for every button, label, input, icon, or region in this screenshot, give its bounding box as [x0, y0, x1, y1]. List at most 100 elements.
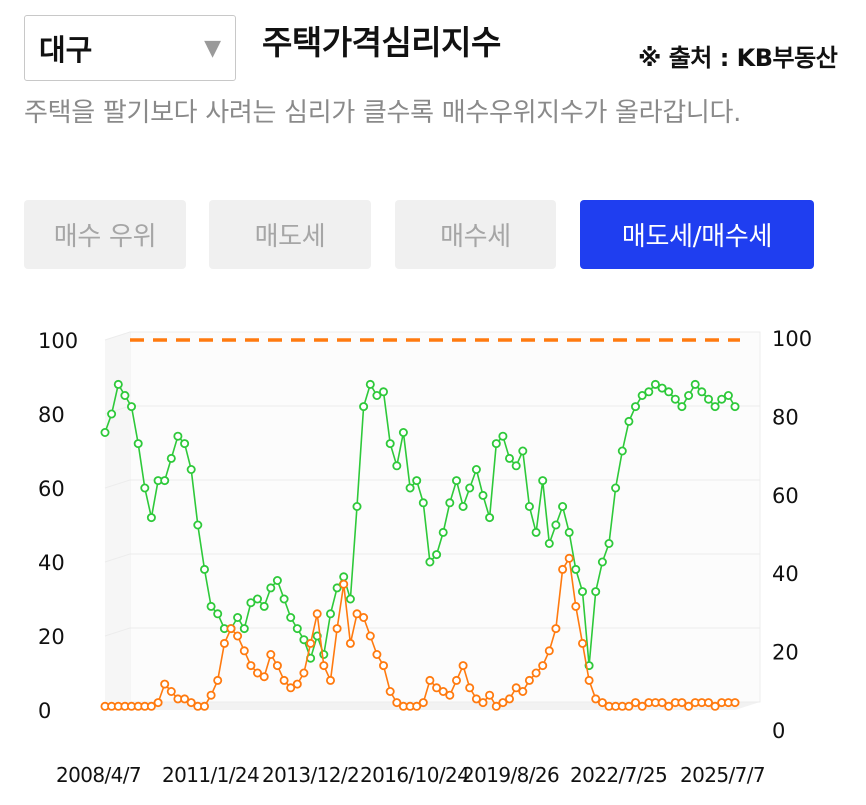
- orange-point: [418, 698, 428, 708]
- y-tick-label-right: 0: [772, 719, 785, 743]
- description: 주택을 팔기보다 사려는 심리가 클수록 매수우위지수가 올라갑니다.: [24, 98, 742, 128]
- orange-point: [578, 638, 588, 648]
- green-point: [657, 383, 667, 393]
- orange-point: [710, 701, 720, 711]
- green-point: [180, 439, 190, 449]
- green-point: [339, 572, 349, 582]
- green-point: [465, 483, 475, 493]
- green-point: [551, 520, 561, 530]
- green-point: [604, 538, 614, 548]
- orange-point: [206, 690, 216, 700]
- orange-point: [597, 698, 607, 708]
- green-point: [259, 601, 269, 611]
- green-point: [239, 624, 249, 634]
- orange-point: [511, 683, 521, 693]
- green-point: [100, 427, 110, 437]
- green-point: [133, 439, 143, 449]
- x-tick-label: 2008/4/7: [56, 763, 141, 787]
- y-tick-label-left: 100: [38, 329, 78, 353]
- orange-point: [186, 698, 196, 708]
- orange-point: [153, 698, 163, 708]
- y-tick-label-left: 20: [38, 625, 65, 649]
- orange-point: [524, 675, 534, 685]
- orange-point: [319, 661, 329, 671]
- orange-point: [252, 668, 262, 678]
- orange-point: [458, 661, 468, 671]
- orange-point: [272, 661, 282, 671]
- green-point: [564, 527, 574, 537]
- orange-point: [345, 638, 355, 648]
- y-tick-label-right: 20: [772, 641, 799, 665]
- orange-point: [657, 698, 667, 708]
- orange-point: [584, 675, 594, 685]
- orange-point: [531, 668, 541, 678]
- green-point: [193, 520, 203, 530]
- green-point: [365, 379, 375, 389]
- green-point: [524, 501, 534, 511]
- grid-line-side: [104, 479, 131, 489]
- green-point: [458, 501, 468, 511]
- green-point: [279, 594, 289, 604]
- tab-buying-trend[interactable]: 매수세: [395, 200, 556, 269]
- orange-point: [564, 553, 574, 563]
- orange-point: [292, 679, 302, 689]
- orange-point: [591, 694, 601, 704]
- green-point: [677, 402, 687, 412]
- orange-point: [624, 701, 634, 711]
- orange-point: [438, 686, 448, 696]
- orange-point: [219, 638, 229, 648]
- grid-line-side: [104, 331, 131, 341]
- orange-point: [491, 701, 501, 711]
- orange-point: [498, 698, 508, 708]
- green-point: [684, 391, 694, 401]
- green-point: [664, 387, 674, 397]
- orange-point: [213, 675, 223, 685]
- green-point: [246, 598, 256, 608]
- tab-selling-buying-trend[interactable]: 매도세/매수세: [580, 200, 814, 269]
- green-point: [578, 587, 588, 597]
- green-point: [418, 498, 428, 508]
- orange-point: [518, 686, 528, 696]
- green-point: [186, 464, 196, 474]
- green-point: [631, 402, 641, 412]
- green-point: [233, 612, 243, 622]
- green-point: [160, 476, 170, 486]
- y-tick-label-left: 40: [38, 551, 65, 575]
- orange-point: [286, 683, 296, 693]
- green-point: [650, 379, 660, 389]
- plot-left-wall: [105, 332, 130, 710]
- green-point: [571, 564, 581, 574]
- orange-point: [332, 624, 342, 634]
- green-point: [471, 464, 481, 474]
- orange-point: [571, 601, 581, 611]
- tab-buyer-dominance[interactable]: 매수 우위: [24, 200, 186, 269]
- green-point: [511, 461, 521, 471]
- green-point: [405, 483, 415, 493]
- green-point: [704, 394, 714, 404]
- green-point: [299, 635, 309, 645]
- green-point: [518, 446, 528, 456]
- green-point: [697, 387, 707, 397]
- tab-selling-trend[interactable]: 매도세: [209, 200, 371, 269]
- orange-point: [325, 675, 335, 685]
- green-point: [617, 446, 627, 456]
- green-point: [558, 501, 568, 511]
- orange-point: [146, 701, 156, 711]
- green-point: [385, 439, 395, 449]
- green-point: [146, 513, 156, 523]
- grid-line-side: [104, 627, 131, 637]
- green-point: [359, 402, 369, 412]
- green-point: [378, 387, 388, 397]
- region-select[interactable]: 대구 ▼: [24, 15, 236, 81]
- green-point: [624, 416, 634, 426]
- plot-floor: [105, 702, 760, 710]
- y-tick-label-right: 80: [772, 405, 799, 429]
- green-point: [332, 583, 342, 593]
- tab-label: 매수 우위: [53, 222, 157, 252]
- orange-point: [637, 701, 647, 711]
- green-point: [398, 427, 408, 437]
- orange-point: [299, 668, 309, 678]
- orange-point: [558, 564, 568, 574]
- grid-line-side: [104, 553, 131, 563]
- orange-point: [425, 675, 435, 685]
